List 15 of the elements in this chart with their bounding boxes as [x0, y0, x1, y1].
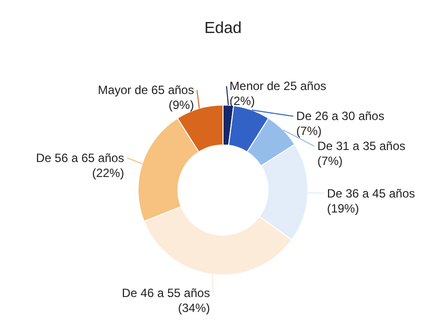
slice-label: De 56 a 65 años: [36, 150, 124, 165]
slice-label: De 31 a 35 años: [317, 139, 406, 154]
slice-label: Mayor de 65 años: [98, 83, 194, 98]
chart-title: Edad: [204, 20, 242, 37]
slice-label: De 46 a 55 años: [122, 286, 210, 300]
data-label: (7%): [317, 154, 343, 168]
data-label: (7%): [296, 124, 322, 138]
data-label: (19%): [326, 201, 359, 216]
data-label: (22%): [92, 166, 124, 180]
data-label: (2%): [230, 94, 255, 108]
slice-label: De 26 a 30 años: [296, 109, 384, 124]
slice-label: De 36 a 45 años: [326, 186, 416, 200]
data-label: (9%): [168, 98, 194, 112]
data-label: (34%): [178, 301, 210, 316]
slice-label: Menor de 25 años: [230, 79, 326, 94]
